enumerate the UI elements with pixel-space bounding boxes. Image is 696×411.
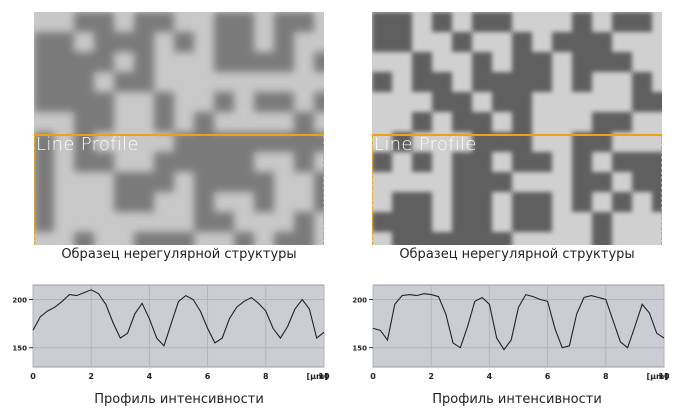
left-intensity-chart: 0 2 4 6 8 10 200 150 [µm] bbox=[8, 281, 330, 392]
right-chart-xtick-label: 4 bbox=[487, 372, 493, 381]
line-profile-label: Line Profile bbox=[374, 134, 477, 155]
dashed-guide-left bbox=[372, 136, 373, 245]
line-profile-line bbox=[372, 134, 662, 136]
left-intensity-chart-svg: 0 2 4 6 8 10 200 150 [µm] bbox=[12, 284, 330, 381]
right-intensity-chart: 0 2 4 6 8 10 200 150 [µm] bbox=[348, 281, 670, 392]
left-intensity-caption: Профиль интенсивности bbox=[94, 392, 264, 407]
line-profile-label: Line Profile bbox=[36, 134, 139, 155]
left-pattern-image bbox=[34, 12, 324, 245]
left-chart-xtick-label: 0 bbox=[30, 372, 36, 381]
left-chart-xtick-label: 10 bbox=[318, 372, 330, 381]
left-chart-xtick-label: 8 bbox=[263, 372, 269, 381]
right-chart-unit-label: [µm] bbox=[646, 372, 668, 381]
right-chart-ytick-label: 200 bbox=[352, 296, 367, 304]
right-chart-intensity-line bbox=[372, 293, 665, 351]
left-chart-xtick-label: 2 bbox=[88, 372, 94, 381]
right-pattern-image bbox=[372, 12, 662, 245]
left-chart-ytick-label: 150 bbox=[12, 345, 27, 353]
dashed-guide-left bbox=[34, 136, 35, 245]
left-chart-unit-label: [µm] bbox=[306, 372, 328, 381]
left-chart-xtick-label: 6 bbox=[205, 372, 211, 381]
line-profile-line bbox=[34, 134, 324, 136]
right-panel: Line Profile Образец нерегулярной структ… bbox=[340, 0, 670, 411]
dashed-guide-right bbox=[323, 136, 324, 245]
right-intensity-chart-svg: 0 2 4 6 8 10 200 150 [µm] bbox=[352, 284, 670, 381]
right-chart-xtick-label: 6 bbox=[545, 372, 551, 381]
right-chart-plot-area bbox=[372, 284, 665, 368]
left-irregular-structure-image: Line Profile bbox=[34, 12, 324, 245]
left-panel: Line Profile Образец нерегулярной структ… bbox=[0, 0, 330, 411]
left-sample-caption: Образец нерегулярной структуры bbox=[61, 247, 297, 262]
left-chart-ytick-label: 200 bbox=[12, 296, 27, 304]
right-sample-caption: Образец нерегулярной структуры bbox=[399, 247, 635, 262]
left-chart-intensity-line bbox=[32, 289, 325, 347]
right-chart-xtick-label: 8 bbox=[603, 372, 609, 381]
dashed-guide-right bbox=[661, 136, 662, 245]
right-chart-xtick-label: 10 bbox=[658, 372, 670, 381]
right-intensity-caption: Профиль интенсивности bbox=[432, 392, 602, 407]
right-irregular-structure-image: Line Profile bbox=[372, 12, 662, 245]
left-chart-plot-area bbox=[32, 284, 325, 368]
left-chart-xtick-label: 4 bbox=[147, 372, 153, 381]
right-chart-ytick-label: 150 bbox=[352, 345, 367, 353]
right-chart-xtick-label: 2 bbox=[428, 372, 434, 381]
right-chart-xtick-label: 0 bbox=[370, 372, 376, 381]
